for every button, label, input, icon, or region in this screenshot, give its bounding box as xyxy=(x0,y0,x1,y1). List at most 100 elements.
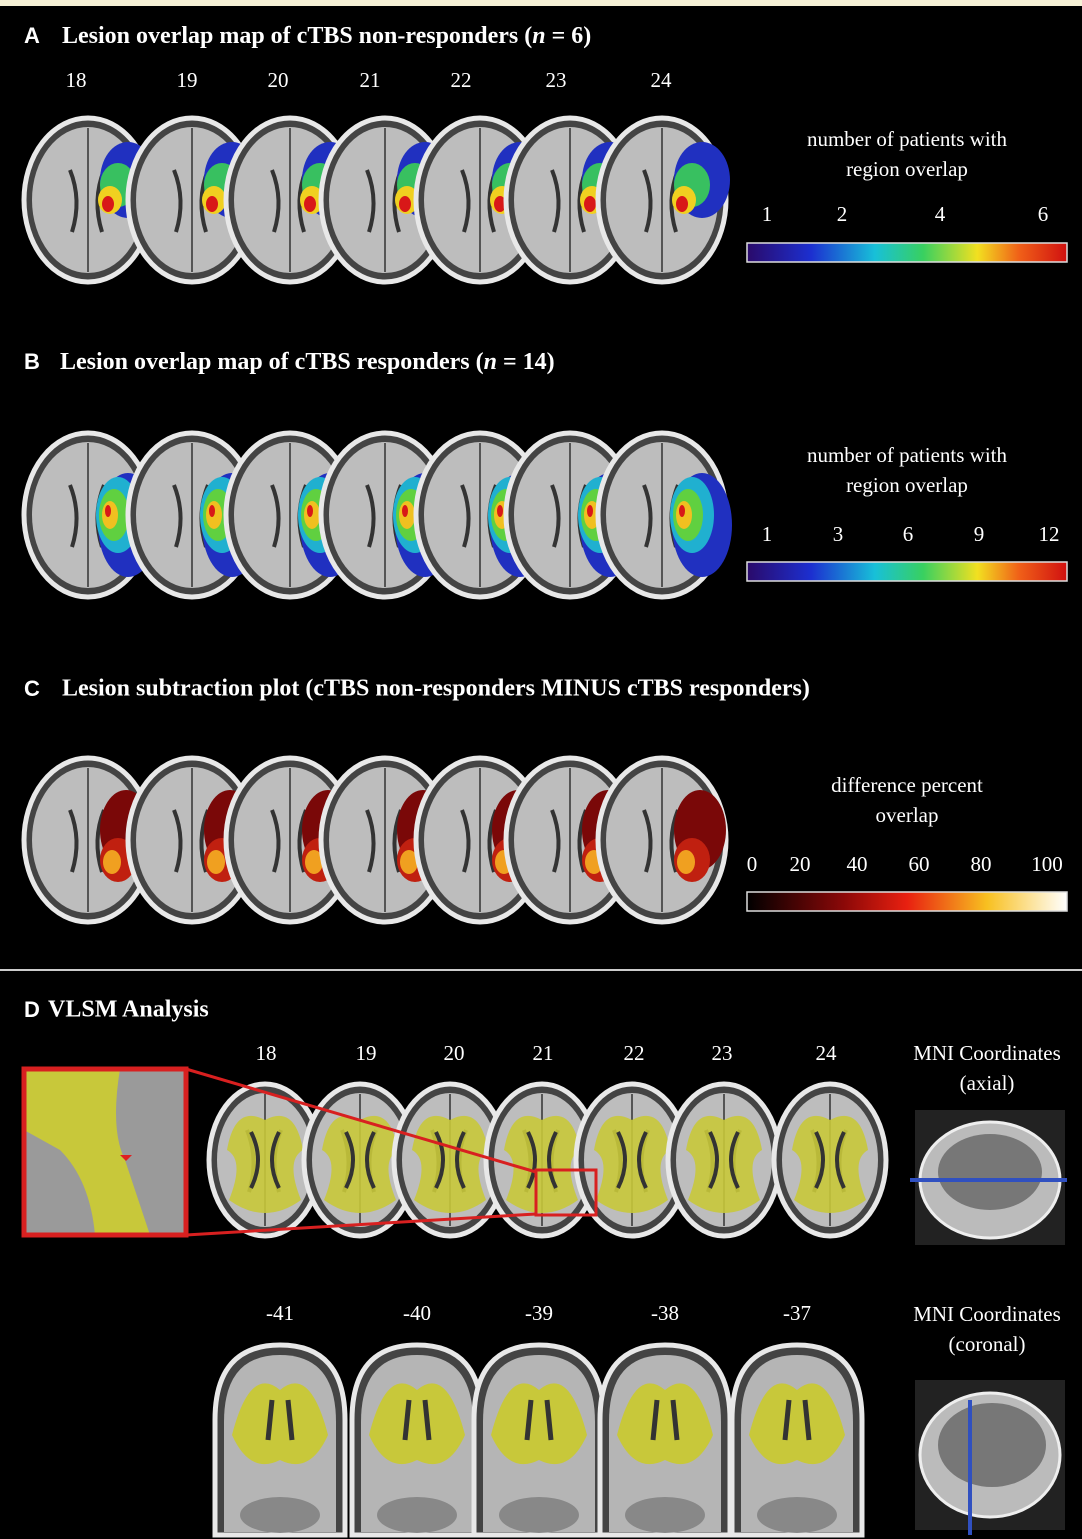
zoom-line xyxy=(185,1067,537,1174)
slice-label: 20 xyxy=(444,1041,465,1065)
white-matter xyxy=(686,1115,762,1213)
slice-label: 22 xyxy=(451,68,472,92)
white-matter xyxy=(617,1383,713,1465)
slice-label: 22 xyxy=(624,1041,645,1065)
lesion xyxy=(494,196,506,212)
ventricle xyxy=(344,1131,376,1189)
colorbar xyxy=(746,561,1068,582)
slice-label: 20 xyxy=(268,68,289,92)
zoom-line xyxy=(185,1212,537,1237)
title-part: = 6) xyxy=(546,23,592,49)
lesion xyxy=(402,505,408,517)
scale-tick: 12 xyxy=(1039,522,1060,546)
white-matter xyxy=(232,1383,328,1465)
scale-tick: 6 xyxy=(1038,202,1049,226)
white-matter xyxy=(491,1383,587,1465)
sagittal-thumbnail xyxy=(915,1380,1065,1535)
lesion xyxy=(307,505,313,517)
scale-tick: 80 xyxy=(971,852,992,876)
axis-label: MNI Coordinates xyxy=(913,1302,1061,1326)
lesion xyxy=(209,505,215,517)
scale-label: region overlap xyxy=(846,157,968,181)
scale-tick: 6 xyxy=(903,522,914,546)
brain-slice xyxy=(665,1081,783,1239)
ventricle xyxy=(249,1131,281,1189)
slice-label: 23 xyxy=(712,1041,733,1065)
title-part: = 14) xyxy=(497,349,555,375)
scale-tick: 9 xyxy=(974,522,985,546)
slice-label: 18 xyxy=(66,68,87,92)
slice-label: 21 xyxy=(360,68,381,92)
lesion xyxy=(400,850,418,874)
panel-title: Lesion overlap map of cTBS non-responder… xyxy=(62,23,591,49)
scale-tick: 60 xyxy=(909,852,930,876)
brain-slice xyxy=(483,1081,601,1239)
ventricle xyxy=(814,1131,846,1189)
lesion xyxy=(103,850,121,874)
panel-letter: A xyxy=(24,23,40,48)
cerebellum xyxy=(377,1497,457,1533)
brain-slice xyxy=(301,1081,419,1239)
brain-slice xyxy=(206,1081,324,1239)
panel-title: Lesion overlap map of cTBS responders (n… xyxy=(60,349,555,375)
title-part: Lesion overlap map of cTBS responders ( xyxy=(60,349,484,375)
zoom-inset xyxy=(21,1066,537,1238)
scale-tick: 1 xyxy=(762,202,773,226)
slice-label: 24 xyxy=(816,1041,838,1065)
ventricle xyxy=(616,1131,648,1189)
title-part: n xyxy=(532,23,545,49)
brain-slice xyxy=(729,1342,865,1538)
brain-slice xyxy=(471,1342,607,1538)
scale-tick: 20 xyxy=(790,852,811,876)
slice-label: -37 xyxy=(783,1301,811,1325)
cerebellum xyxy=(625,1497,705,1533)
white-matter xyxy=(412,1115,488,1213)
cerebellum xyxy=(499,1497,579,1533)
brain-slice xyxy=(597,1342,733,1538)
axis-label: (coronal) xyxy=(949,1332,1026,1356)
lesion xyxy=(587,505,593,517)
brain-slice xyxy=(595,755,729,925)
brain-slice xyxy=(212,1342,348,1538)
brain-slice xyxy=(771,1081,889,1239)
cerebellum xyxy=(757,1497,837,1533)
inset-border xyxy=(21,1066,189,1238)
slice-label: -39 xyxy=(525,1301,553,1325)
slice-label: 23 xyxy=(546,68,567,92)
white-matter xyxy=(749,1383,845,1465)
slice-label: -41 xyxy=(266,1301,294,1325)
lesion xyxy=(206,196,218,212)
ventricle xyxy=(708,1131,740,1189)
white-matter xyxy=(227,1115,303,1213)
thumb-brain xyxy=(938,1403,1046,1487)
axis-label: (axial) xyxy=(960,1071,1015,1095)
brain-slice xyxy=(318,115,453,285)
white-matter xyxy=(369,1383,465,1465)
slice-label: -40 xyxy=(403,1301,431,1325)
scale-label: number of patients with xyxy=(807,443,1008,467)
slice-label: 18 xyxy=(256,1041,277,1065)
cerebellum xyxy=(240,1497,320,1533)
scale-label: difference percent xyxy=(831,773,983,797)
axis-label: MNI Coordinates xyxy=(913,1041,1061,1065)
scale-tick: 2 xyxy=(837,202,848,226)
brain-slice xyxy=(595,430,732,600)
lesion xyxy=(105,505,111,517)
panel-letter: D xyxy=(24,997,40,1022)
sagittal-thumbnail xyxy=(910,1110,1067,1245)
ventricle xyxy=(650,1399,680,1441)
lesion xyxy=(677,850,695,874)
white-matter xyxy=(322,1115,398,1213)
panel-title: VLSM Analysis xyxy=(48,997,209,1023)
scale-tick: 4 xyxy=(935,202,946,226)
lesion xyxy=(102,196,114,212)
scale-tick: 1 xyxy=(762,522,773,546)
title-part: Lesion overlap map of cTBS non-responder… xyxy=(62,23,532,49)
brain-slice xyxy=(349,1342,485,1538)
scale-tick: 100 xyxy=(1031,852,1063,876)
scale-tick: 3 xyxy=(833,522,844,546)
title-part: n xyxy=(484,349,497,375)
lesion xyxy=(497,505,503,517)
lesion xyxy=(399,196,411,212)
slice-label: 21 xyxy=(533,1041,554,1065)
